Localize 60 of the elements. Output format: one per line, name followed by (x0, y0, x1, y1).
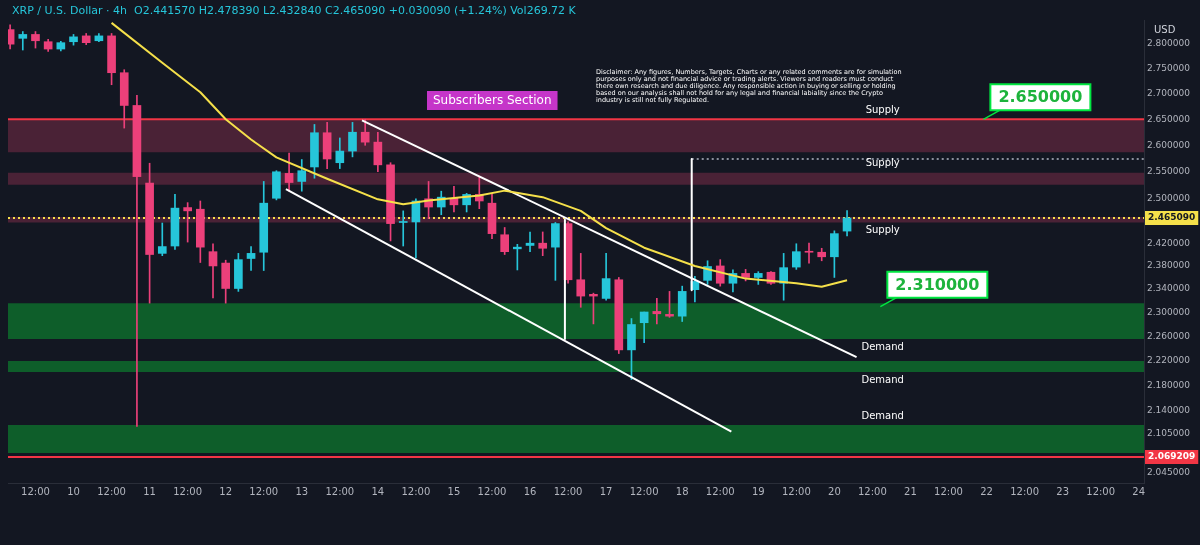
y-tick-label: 2.260000 (1147, 330, 1191, 341)
y-tick-label: 2.340000 (1147, 283, 1191, 294)
x-tick-label: 12:00 (858, 485, 887, 497)
y-tick-label: 2.600000 (1147, 139, 1191, 150)
text: Subscribers Section (433, 93, 552, 108)
x-tick-label: 12:00 (934, 485, 963, 497)
annotation: 2.310000 (895, 274, 980, 294)
y-tick-label: 2.500000 (1147, 193, 1191, 204)
y-tick-label: 2.045000 (1147, 467, 1191, 478)
y-tick-label: 2.220000 (1147, 355, 1191, 366)
x-tick-label: 12:00 (477, 485, 507, 497)
x-tick-label: 12:00 (173, 485, 203, 497)
y-axis-title: USD (1154, 23, 1176, 35)
x-tick-label: 12:00 (401, 485, 431, 497)
band-label: Supply (865, 157, 900, 169)
x-tick-label: 18 (675, 485, 689, 497)
x-tick-label: 17 (599, 485, 613, 497)
y-tick-label: 2.420000 (1147, 237, 1191, 248)
x-tick-label: 12:00 (553, 485, 583, 497)
x-tick-label: 12:00 (249, 485, 279, 497)
x-tick-label: 14 (371, 485, 385, 497)
x-tick-label: 16 (523, 485, 537, 497)
x-tick-label: 12:00 (97, 485, 126, 497)
x-tick-label: 22 (980, 485, 993, 497)
x-tick-label: 23 (1056, 485, 1069, 497)
x-tick-label: 12:00 (21, 485, 50, 497)
y-tick-label: 2.700000 (1147, 88, 1191, 99)
y-tick-label: 2.140000 (1147, 405, 1191, 416)
y-tick-label: 2.550000 (1147, 166, 1191, 177)
x-tick-label: 12:00 (629, 485, 659, 497)
x-tick-label: 12:00 (325, 485, 355, 497)
x-tick-label: 20 (828, 485, 841, 497)
y-tick-label: 2.300000 (1147, 306, 1191, 317)
y-tick-label: 2.650000 (1147, 113, 1191, 124)
y-tick-label: 2.750000 (1147, 63, 1191, 74)
x-tick-label: 21 (904, 485, 917, 497)
x-tick-label: 11 (143, 485, 156, 497)
x-tick-label: 10 (67, 485, 80, 497)
y-tick-label: 2.800000 (1147, 38, 1191, 49)
text: XRP / U.S. Dollar · 4h O2.441570 H2.478390 L2.432840 C2.465090 +0.030090 (+1.24%) Vol269.72 K (12, 3, 577, 17)
ref-line-label: 2.465090 (1148, 212, 1196, 223)
band-label: Demand (861, 409, 904, 421)
x-tick-label: 12:00 (781, 485, 811, 497)
x-tick-label: 12:00 (1086, 485, 1116, 497)
band-label: Demand (861, 340, 904, 352)
x-tick-label: 24 (1132, 485, 1146, 497)
band-label: Demand (861, 373, 904, 385)
ref-line-label: 2.069209 (1148, 451, 1196, 462)
band-label: Supply (865, 103, 900, 115)
x-tick-label: 13 (295, 485, 309, 497)
y-tick-label: 2.380000 (1147, 260, 1191, 271)
x-tick-label: 12:00 (705, 485, 735, 497)
y-tick-label: 2.180000 (1147, 380, 1191, 391)
x-tick-label: 12:00 (1010, 485, 1039, 497)
annotation: 2.650000 (998, 87, 1083, 107)
x-tick-label: 15 (447, 485, 461, 497)
x-tick-label: 19 (751, 485, 765, 497)
band-label: Supply (865, 224, 900, 236)
x-tick-label: 12 (219, 485, 233, 497)
y-tick-label: 2.105000 (1147, 427, 1191, 438)
